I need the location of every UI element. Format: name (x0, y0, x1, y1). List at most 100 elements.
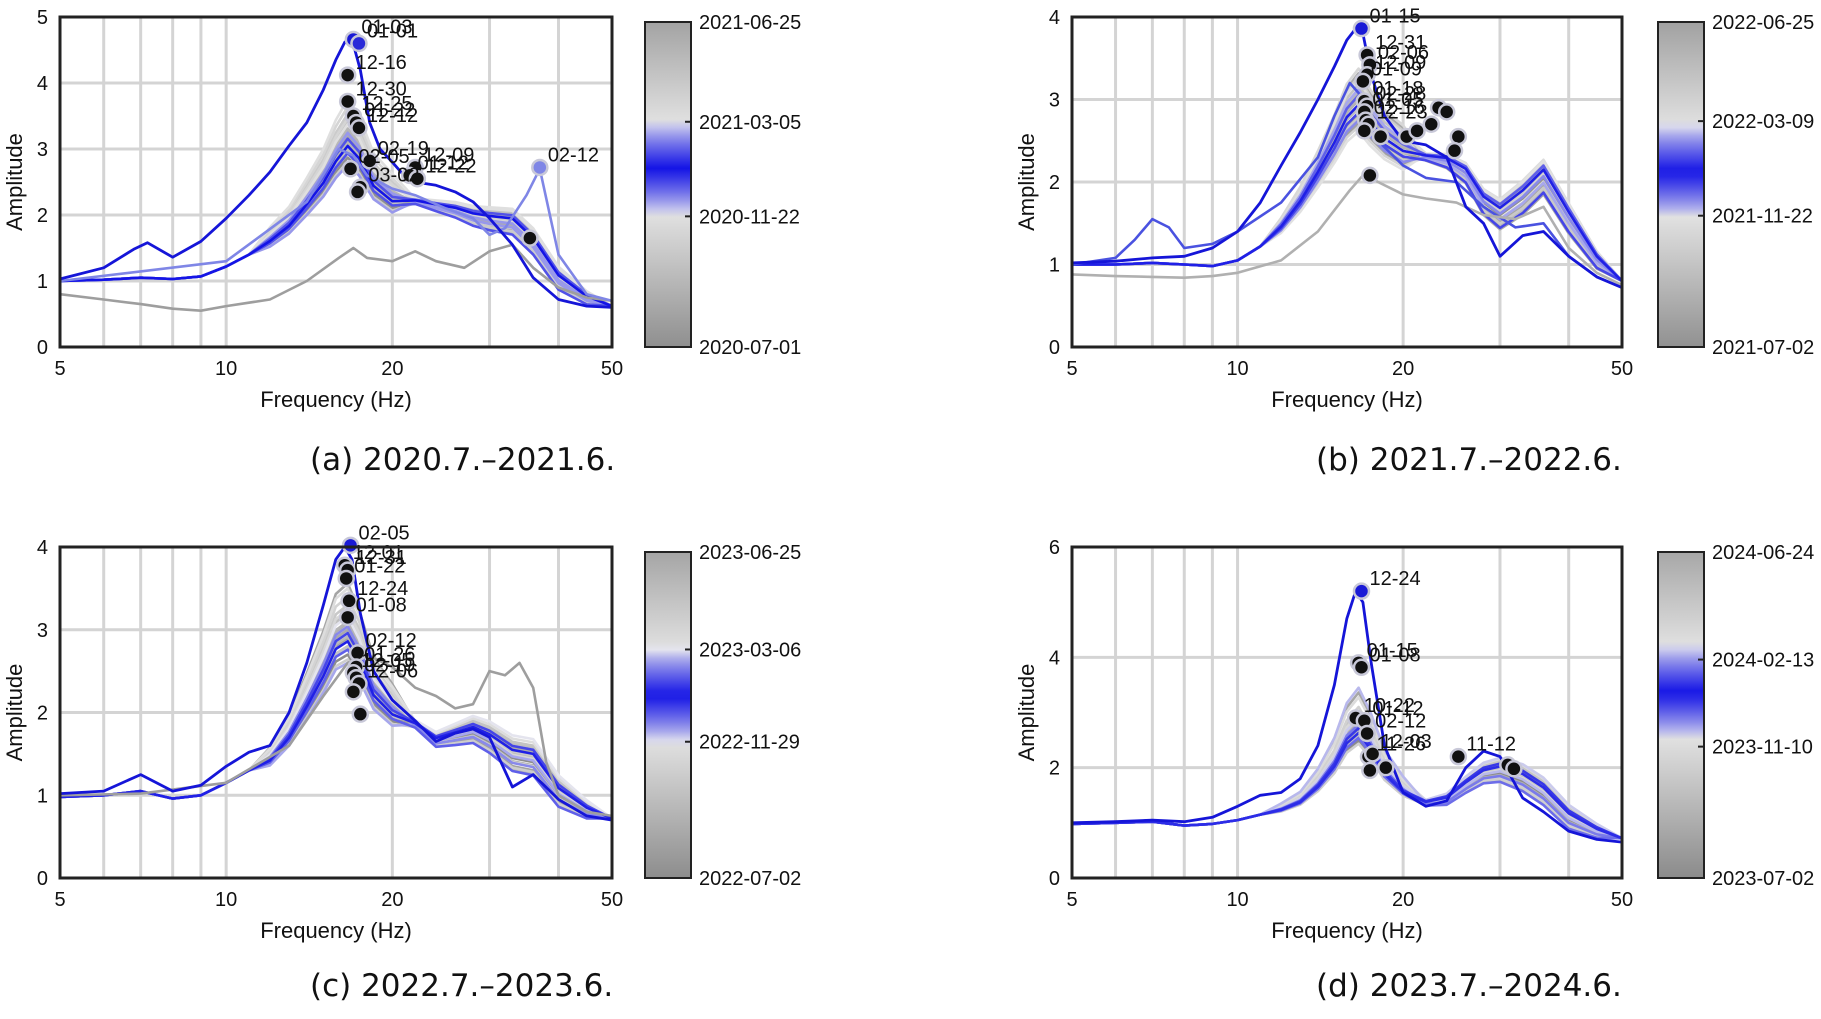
panel-caption: (d) 2023.7.–2024.6. (1316, 968, 1622, 1004)
plot-frame (1070, 545, 1624, 880)
peak-marker (344, 683, 363, 701)
marker-label: 11-12 (1466, 734, 1516, 756)
peak-marker (521, 229, 539, 247)
x-tick-label: 20 (381, 889, 403, 911)
marker-label: 01-12 (1372, 698, 1423, 720)
colorbar-tick-label: 2020-11-22 (699, 206, 800, 228)
series-line (60, 144, 612, 308)
plot-area (60, 38, 612, 313)
marker-label: 12-23 (1376, 101, 1427, 123)
marker-label: 01-05 (1372, 89, 1423, 111)
marker-label: 01-22 (364, 100, 415, 122)
peak-marker (338, 66, 357, 84)
colorbar-tick-label: 2022-11-29 (699, 732, 800, 754)
peak-marker (341, 536, 360, 555)
x-tick-label: 5 (1066, 358, 1077, 380)
colorbar (644, 21, 692, 348)
marker-label: 12-31 (356, 547, 407, 569)
peak-marker (338, 92, 357, 111)
x-axis-label: Frequency (Hz) (1271, 387, 1423, 412)
peak-marker (1449, 127, 1468, 146)
marker-label: 11-26 (1376, 734, 1426, 756)
peak-marker (338, 608, 357, 627)
y-axis-label: Amplitude (1014, 133, 1039, 231)
marker-label: 01-08 (1369, 644, 1420, 666)
y-axis-label: Amplitude (2, 664, 27, 762)
marker-label: 12-09 (423, 144, 474, 166)
marker-label: 02-19 (378, 138, 429, 160)
peak-marker (350, 119, 368, 137)
marker-label: 12-30 (356, 78, 407, 100)
marker-label: 12-06 (367, 661, 418, 683)
colorbar-tick-label: 2021-03-05 (699, 112, 801, 134)
series-line-extra (60, 147, 612, 303)
x-tick-label: 5 (54, 358, 65, 380)
y-tick-label: 4 (1049, 7, 1060, 29)
peak-marker (1422, 115, 1441, 133)
y-tick-label: 1 (37, 785, 48, 807)
marker-label: 12-31 (1375, 32, 1426, 54)
marker-label: 01-26 (364, 644, 415, 666)
y-tick-label: 2 (1049, 172, 1060, 194)
colorbar-tick-label: 2024-06-24 (1712, 542, 1814, 564)
colorbar-tick-label: 2021-11-22 (1712, 206, 1813, 228)
peak-marker (1358, 724, 1376, 743)
x-tick-label: 5 (1066, 889, 1077, 911)
marker-label: 12-16 (356, 52, 407, 74)
colorbar-tick-label: 2023-07-02 (1712, 868, 1814, 890)
peak-marker (1352, 582, 1371, 600)
plot-frame (1070, 15, 1624, 349)
y-tick-label: 3 (1049, 90, 1060, 112)
y-tick-label: 2 (37, 205, 48, 227)
colorbar-tick-label: 2022-06-25 (1712, 12, 1814, 34)
marker-label: 12-12 (367, 105, 418, 127)
y-tick-label: 1 (1049, 255, 1060, 277)
x-axis-label: Frequency (Hz) (260, 918, 412, 943)
peak-marker (360, 152, 379, 170)
x-axis-label: Frequency (Hz) (260, 387, 412, 412)
plot-area (1072, 27, 1622, 289)
peak-marker (350, 34, 368, 53)
peak-marker (408, 169, 427, 188)
y-tick-label: 4 (1049, 647, 1060, 669)
x-tick-label: 50 (601, 889, 623, 911)
colorbar (1657, 21, 1705, 348)
marker-label: 12-05 (361, 650, 412, 672)
y-tick-label: 5 (37, 7, 48, 29)
x-tick-label: 50 (1611, 889, 1633, 911)
y-axis-label: Amplitude (1014, 664, 1039, 762)
peak-marker (1437, 103, 1456, 121)
marker-label: 02-12 (366, 630, 417, 652)
x-tick-label: 20 (381, 358, 403, 380)
marker-label: 12-25 (361, 93, 412, 115)
plot-area (60, 547, 612, 822)
peak-marker (340, 592, 358, 610)
y-tick-label: 4 (37, 73, 48, 95)
peak-marker (1361, 761, 1379, 780)
peak-marker (341, 160, 360, 178)
series-line-highlight (60, 38, 612, 309)
marker-label: 01-03 (361, 16, 412, 38)
y-tick-label: 1 (37, 271, 48, 293)
marker-label: 01-09 (1371, 58, 1422, 80)
series-line-highlight (1072, 589, 1622, 844)
marker-label: 01-22 (354, 555, 405, 577)
marker-label: 02-16 (1374, 97, 1425, 119)
panel-caption: (c) 2022.7.–2023.6. (310, 968, 613, 1004)
marker-label: 12-24 (1369, 568, 1420, 590)
marker-label: 12-22 (425, 156, 476, 178)
peak-marker (1445, 141, 1464, 160)
peak-marker (351, 705, 370, 723)
marker-label: 02-19 (364, 655, 415, 677)
peak-marker (1355, 122, 1374, 140)
x-tick-label: 50 (1611, 358, 1633, 380)
y-tick-label: 2 (1049, 758, 1060, 780)
marker-label: 12-03 (1381, 731, 1432, 753)
marker-label: 02-28 (1375, 83, 1426, 105)
y-tick-label: 0 (37, 337, 48, 359)
y-tick-label: 3 (37, 620, 48, 642)
y-axis-label: Amplitude (2, 133, 27, 231)
peak-marker (1361, 166, 1379, 185)
